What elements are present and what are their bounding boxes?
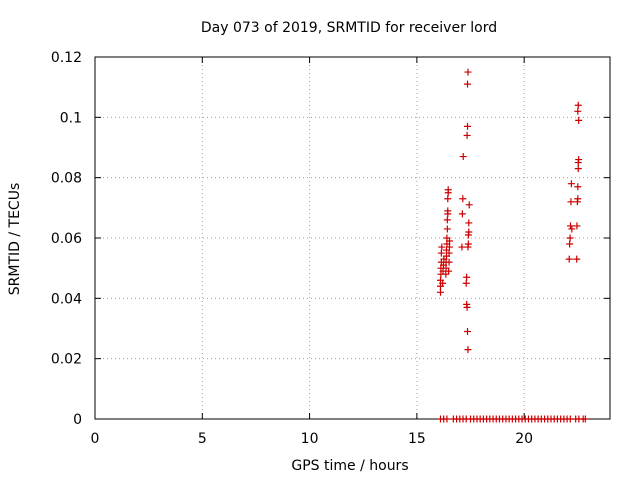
data-point (436, 288, 444, 296)
data-point (463, 303, 471, 311)
data-point (444, 207, 452, 215)
data-point (574, 195, 582, 203)
data-point (444, 186, 452, 194)
data-point (443, 225, 451, 233)
x-tick-label: 20 (515, 431, 533, 447)
x-tick-label: 0 (91, 431, 100, 447)
x-axis-label: GPS time / hours (291, 458, 408, 474)
data-point (443, 415, 451, 423)
data-point (445, 237, 453, 245)
data-point (463, 131, 471, 139)
y-tick-label: 0.1 (60, 110, 82, 126)
data-point (458, 243, 466, 251)
data-point (462, 279, 470, 287)
data-point (464, 328, 472, 336)
data-point (458, 210, 466, 218)
data-point (464, 68, 472, 76)
data-point (439, 279, 447, 287)
data-point (573, 255, 581, 263)
x-tick-label: 10 (301, 431, 319, 447)
data-point (575, 116, 583, 124)
data-point (445, 243, 453, 251)
grid-lines (95, 57, 610, 419)
data-point (437, 249, 445, 257)
data-point (566, 240, 574, 248)
data-point (465, 228, 473, 236)
data-point (464, 346, 472, 354)
data-point (459, 195, 467, 203)
data-point (581, 415, 589, 423)
data-point (465, 201, 473, 209)
chart-title: Day 073 of 2019, SRMTID for receiver lor… (201, 20, 497, 36)
data-point (574, 107, 582, 115)
data-point (565, 255, 573, 263)
y-tick-label: 0.12 (51, 50, 82, 66)
y-tick-label: 0.08 (51, 171, 82, 187)
data-point (464, 240, 472, 248)
data-point (573, 222, 581, 230)
data-point (445, 267, 453, 275)
data-point (567, 180, 575, 188)
data-point (566, 234, 574, 242)
data-point (438, 243, 446, 251)
data-point (463, 273, 471, 281)
data-points (436, 68, 589, 423)
x-tick-label: 5 (198, 431, 207, 447)
y-tick-label: 0.02 (51, 352, 82, 368)
data-point (574, 165, 582, 173)
data-point (459, 153, 467, 161)
data-point (574, 183, 582, 191)
data-point (567, 198, 575, 206)
data-point (574, 101, 582, 109)
y-tick-label: 0 (73, 412, 82, 428)
data-point (444, 195, 452, 203)
axis-ticks: 0 5 10 15 20 0 0.02 0.04 0.06 0.08 0.1 0.12 (51, 50, 610, 447)
x-tick-label: 15 (408, 431, 426, 447)
data-point (465, 219, 473, 227)
data-point (443, 216, 451, 224)
data-point (567, 222, 575, 230)
y-tick-label: 0.06 (51, 231, 82, 247)
data-point (464, 80, 472, 88)
data-point (445, 258, 453, 266)
data-point (464, 122, 472, 130)
y-tick-label: 0.04 (51, 291, 82, 307)
data-point (445, 249, 453, 257)
data-point (575, 156, 583, 164)
data-point (568, 225, 576, 233)
plot-frame (94, 56, 611, 420)
y-axis-label: SRMTID / TECUs (7, 183, 23, 296)
